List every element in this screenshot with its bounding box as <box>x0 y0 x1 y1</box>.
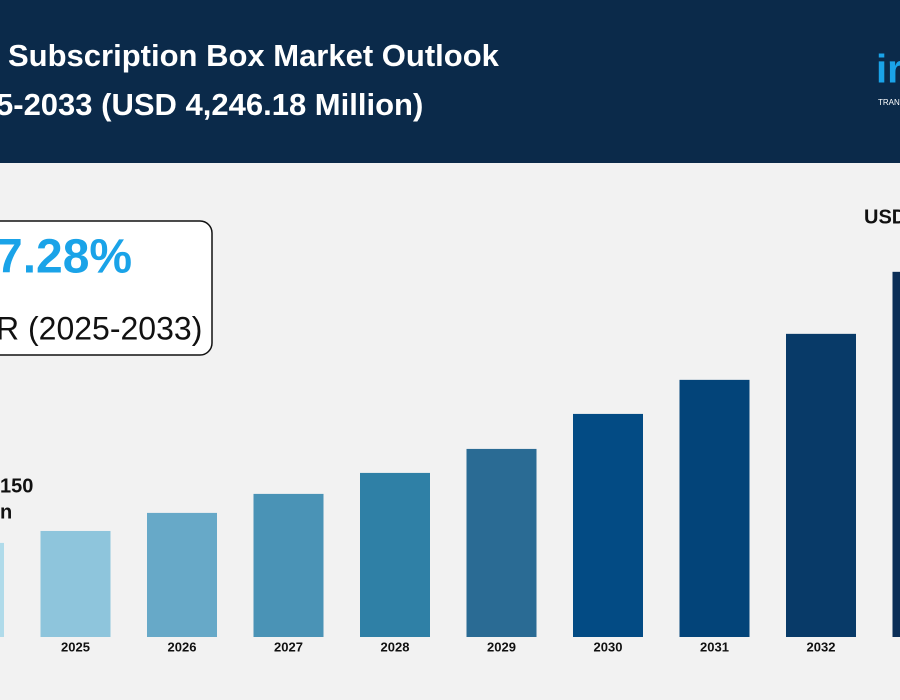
bar <box>679 379 750 637</box>
bar <box>253 493 324 637</box>
bar <box>892 271 900 637</box>
callout-box <box>0 220 213 356</box>
callout-label: R (2025-2033) <box>0 310 202 346</box>
logo-mark: ir <box>876 48 900 92</box>
x-tick-label: 2032 <box>807 639 836 654</box>
value-annotation: n <box>0 501 12 523</box>
x-tick-label: 2031 <box>700 639 729 654</box>
x-tick-label: 2027 <box>274 639 303 654</box>
x-tick-label: 2026 <box>168 639 197 654</box>
bar <box>573 413 643 637</box>
x-tick-label: 2025 <box>61 639 90 654</box>
bar <box>147 512 217 637</box>
bar <box>0 542 4 637</box>
bar <box>40 530 111 637</box>
bar <box>466 448 537 637</box>
bar <box>360 472 430 637</box>
chart-title: Subscription Box Market Outlook <box>8 38 500 73</box>
value-annotation: 150 <box>0 475 33 497</box>
bar <box>786 333 856 637</box>
chart-subtitle: 5-2033 (USD 4,246.18 Million) <box>0 87 423 122</box>
x-tick-label: 2028 <box>381 639 410 654</box>
header-band <box>0 0 900 163</box>
x-tick-label: 2030 <box>594 639 623 654</box>
logo-tagline: TRAN <box>878 98 900 107</box>
value-annotation: USD <box>864 206 900 228</box>
x-tick-label: 2029 <box>487 639 516 654</box>
callout-value: 7.28% <box>0 231 132 284</box>
